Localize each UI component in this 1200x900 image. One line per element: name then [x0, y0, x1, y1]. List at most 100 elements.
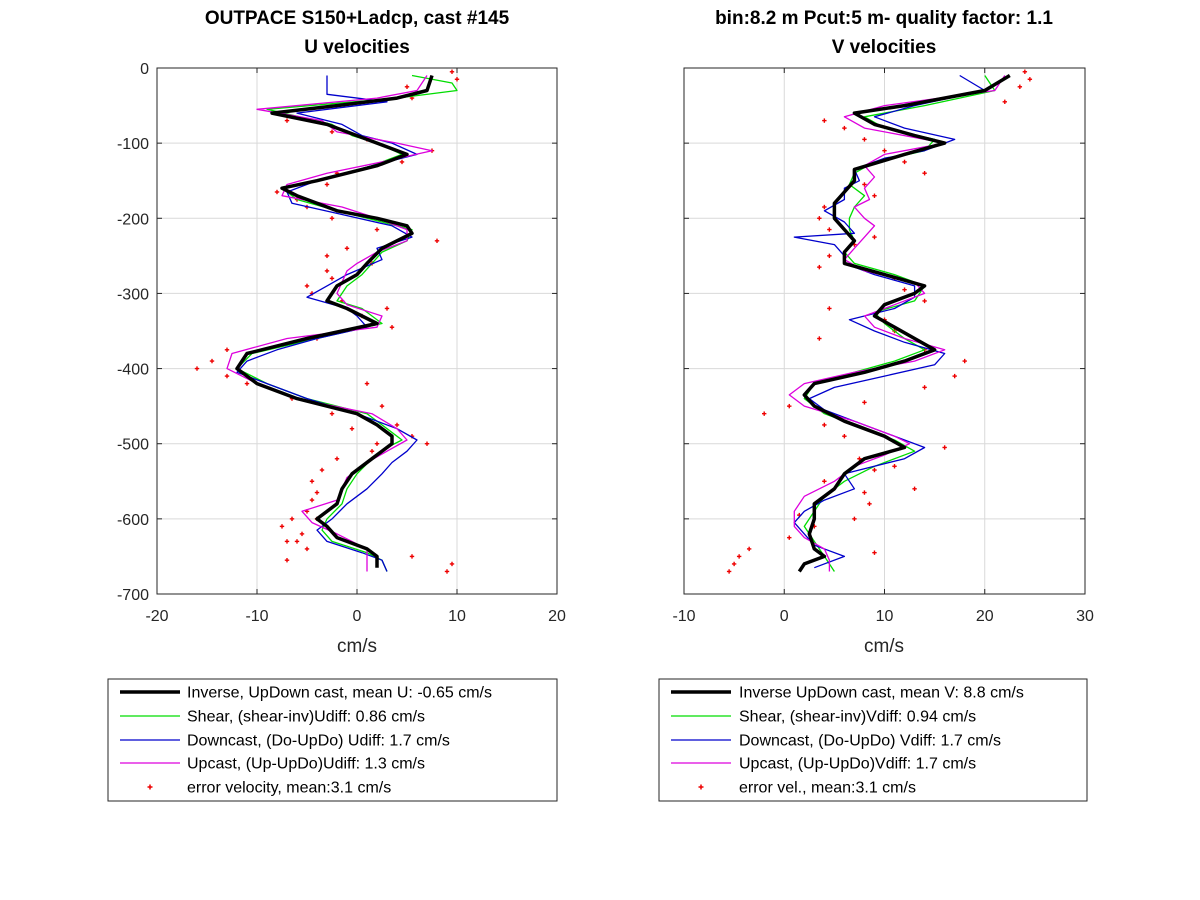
- u-ytick-label: -700: [117, 587, 149, 604]
- u-error-point: [294, 539, 300, 544]
- u-error-point: [244, 381, 250, 386]
- u-xtick-label: 20: [548, 608, 566, 625]
- v-error-point: [922, 298, 927, 304]
- v-error-point: [822, 118, 827, 123]
- v-error-point: [872, 193, 877, 198]
- u-ytick-label: -200: [117, 211, 149, 228]
- v-ticks: -10 0 10 20 30: [672, 67, 1094, 625]
- u-xtick-label: -10: [245, 608, 268, 625]
- v-error-point: [1017, 84, 1023, 89]
- u-error-point: [454, 77, 460, 82]
- u-error-point: [369, 449, 375, 454]
- u-ytick-label: -300: [117, 286, 149, 303]
- u-error-point: [349, 426, 355, 431]
- v-error-point: [787, 403, 792, 409]
- u-error-point: [404, 84, 410, 89]
- v-xtick-label: -10: [672, 608, 695, 625]
- u-error-point: [334, 456, 340, 461]
- v-error-point: [862, 490, 867, 495]
- u-xtick-label: 0: [353, 608, 362, 625]
- u-error-point: [329, 411, 335, 416]
- v-panel-title-line2: V velocities: [832, 37, 937, 58]
- v-legend-swatch-error: [698, 784, 704, 790]
- v-error-point: [862, 137, 867, 142]
- u-error-point: [329, 129, 335, 135]
- v-error-point: [817, 216, 822, 221]
- u-error-point: [324, 268, 330, 274]
- u-legend-label-error: error velocity, mean:3.1 cm/s: [187, 780, 391, 797]
- v-error-point: [822, 479, 827, 484]
- v-legend-label-downcast: Downcast, (Do-UpDo) Vdiff: 1.7 cm/s: [739, 733, 1001, 750]
- u-ytick-label: -600: [117, 512, 149, 529]
- u-error-point: [424, 441, 430, 446]
- u-error-point: [329, 276, 335, 281]
- v-legend: Inverse UpDown cast, mean V: 8.8 cm/s Sh…: [658, 678, 1088, 802]
- v-error-point: [962, 358, 967, 364]
- v-legend-label-error: error vel., mean:3.1 cm/s: [739, 780, 916, 797]
- u-error-point: [194, 366, 200, 371]
- u-ticks: -20 -10 0 10 200-100-200-300-400-500-600-700: [117, 61, 566, 625]
- v-error-point: [912, 486, 917, 491]
- u-ytick-label: 0: [140, 61, 149, 78]
- u-legend-label-upcast: Upcast, (Up-UpDo)Udiff: 1.3 cm/s: [187, 756, 425, 773]
- v-error-point: [952, 373, 957, 379]
- u-error-point: [224, 373, 230, 379]
- u-error-point: [449, 69, 455, 74]
- u-axes: -20 -10 0 10 200-100-200-300-400-500-600-700: [117, 61, 566, 625]
- u-xlabel: cm/s: [337, 636, 377, 657]
- v-legend-label-inverse: Inverse UpDown cast, mean V: 8.8 cm/s: [739, 685, 1024, 702]
- v-error-point: [817, 336, 822, 341]
- v-error-point: [892, 464, 897, 469]
- u-error-point: [289, 516, 295, 522]
- v-error-point: [726, 569, 732, 574]
- u-error-point: [384, 306, 390, 311]
- u-legend-label-inverse: Inverse, UpDown cast, mean U: -0.65 cm/s: [187, 685, 492, 702]
- v-velocity-panel: bin:8.2 m Pcut:5 m- quality factor: 1.1 …: [658, 8, 1094, 802]
- v-inverse-line: [797, 73, 1011, 573]
- v-xtick-label: 10: [876, 608, 894, 625]
- u-error-point: [209, 358, 215, 364]
- v-error-point: [736, 554, 742, 559]
- v-error-point: [822, 422, 827, 428]
- v-error-point: [902, 159, 907, 165]
- v-error-point: [862, 182, 867, 187]
- u-error-point: [299, 531, 305, 537]
- u-error-point: [324, 182, 330, 187]
- v-error-point: [1022, 69, 1028, 74]
- u-legend-box: [107, 678, 558, 802]
- v-legend-label-upcast: Upcast, (Up-UpDo)Vdiff: 1.7 cm/s: [739, 756, 976, 773]
- u-error-point: [364, 381, 370, 386]
- u-error-point: [374, 441, 380, 446]
- u-series: [194, 69, 460, 574]
- u-error-point: [284, 539, 290, 544]
- u-error-point: [444, 569, 450, 574]
- u-error-point: [409, 554, 415, 559]
- u-panel-title-line1: OUTPACE S150+Ladcp, cast #145: [205, 8, 510, 29]
- v-error-point: [902, 287, 907, 292]
- u-error-point: [284, 118, 290, 123]
- v-error-point: [1027, 77, 1033, 82]
- u-error-point: [304, 546, 310, 552]
- u-error-point: [389, 325, 395, 330]
- u-grid: [157, 68, 557, 594]
- v-error-point: [731, 561, 737, 567]
- u-xtick-label: 10: [448, 608, 466, 625]
- v-xtick-label: 20: [976, 608, 994, 625]
- v-xlabel: cm/s: [864, 636, 904, 657]
- u-xtick-label: -20: [145, 608, 168, 625]
- u-ytick-label: -500: [117, 437, 149, 454]
- v-error-markers: [726, 69, 1033, 574]
- u-ytick-label: -100: [117, 136, 149, 153]
- u-error-point: [224, 347, 230, 352]
- v-error-point: [842, 434, 847, 439]
- u-error-point: [284, 557, 290, 563]
- v-error-point: [787, 535, 792, 540]
- u-error-point: [279, 524, 285, 529]
- u-error-point: [314, 490, 320, 495]
- u-error-point: [379, 403, 385, 409]
- v-xtick-label: 30: [1076, 608, 1094, 625]
- v-error-point: [872, 234, 877, 240]
- u-velocity-panel: OUTPACE S150+Ladcp, cast #145 U velociti…: [107, 8, 566, 802]
- v-error-point: [862, 400, 867, 405]
